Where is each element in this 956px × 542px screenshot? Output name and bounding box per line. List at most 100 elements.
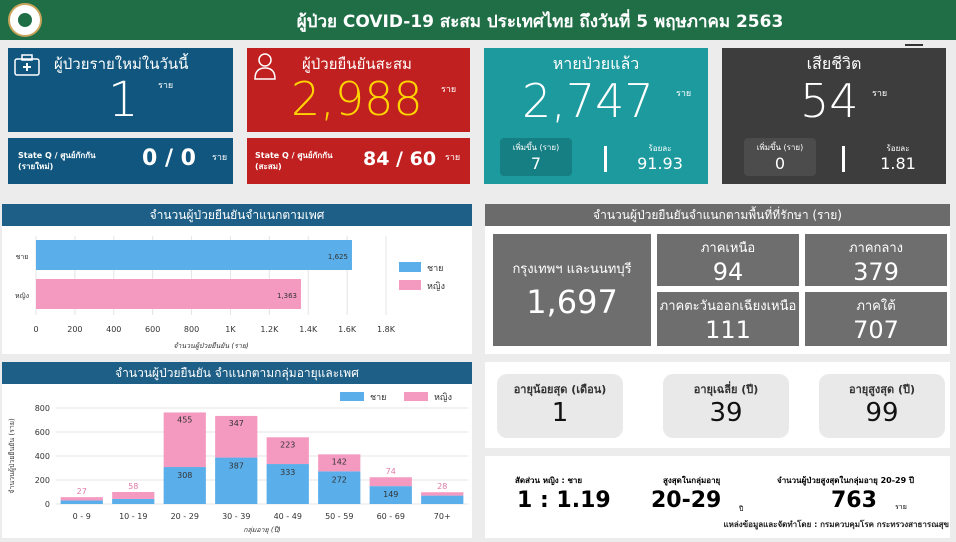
female-value-label: 27: [77, 487, 87, 496]
region-label: ภาคเหนือ: [700, 241, 756, 256]
deaths-increase-value: 0: [774, 154, 786, 173]
female-bar: [112, 492, 155, 499]
male-bar: [421, 495, 464, 504]
male-bar: [369, 486, 412, 504]
female-bar: [266, 437, 309, 465]
age-chart-panel: จำนวนผู้ป่วยยืนยัน จำแนกตามกลุ่มอายุและเ…: [2, 362, 472, 538]
x-tick-label: 20 - 29: [171, 512, 199, 521]
peak-age-value: 20-29: [651, 488, 722, 513]
legend-swatch: [399, 262, 421, 272]
unit-label: ราย: [212, 153, 228, 163]
age-mean-label: อายุเฉลี่ย (ปี): [693, 383, 759, 396]
x-tick-label: 1K: [225, 325, 236, 334]
deaths-increase-label: เพิ่มขึ้น (ราย): [756, 143, 804, 152]
region-value: 707: [853, 316, 899, 344]
age-max-label: อายุสูงสุด (ปี): [848, 383, 916, 396]
new-cases-card: ผู้ป่วยรายใหม่ในวันนี้ 1 ราย: [8, 48, 233, 132]
male-value-label: 149: [383, 490, 398, 499]
bar-value-label: 1,363: [277, 292, 297, 300]
cumulative-cases-value: 2,988: [291, 72, 423, 126]
age-mean-value: 39: [709, 398, 743, 428]
new-stateq-label: State Q / ศูนย์กักกัน (รายใหม่): [18, 151, 96, 171]
male-value-label: 272: [332, 475, 347, 484]
region-value: 94: [712, 258, 744, 286]
x-tick-label: 200: [67, 325, 82, 334]
y-tick-label: 600: [35, 428, 50, 437]
x-tick-label: 1.2K: [260, 325, 279, 334]
x-tick-label: 0: [33, 325, 38, 334]
female-bar: [60, 497, 103, 501]
deaths-pct-value: 1.81: [880, 154, 916, 173]
female-value-label: 28: [437, 482, 447, 491]
peak-count-label: จำนวนผู้ป่วยสูงสุดในกลุ่มอายุ 20-29 ปี: [777, 476, 915, 485]
male-bar: [163, 467, 206, 504]
male-value-label: 308: [177, 471, 192, 480]
legend-label: หญิง: [434, 392, 452, 403]
gender-bar: [36, 240, 352, 270]
divider: [604, 146, 607, 172]
region-tile-north: ภาคเหนือ 94: [657, 234, 799, 286]
menu-line-icon: [905, 44, 923, 46]
ratio-value: 1 : 1.19: [517, 488, 611, 513]
cumulative-stateq-label: State Q / ศูนย์กักกัน (สะสม): [255, 151, 333, 171]
x-tick-label: 1.6K: [338, 325, 357, 334]
recovered-increase-box: เพิ่มขึ้น (ราย) 7: [500, 138, 572, 176]
unit-label: ราย: [676, 89, 692, 99]
region-tile-south: ภาคใต้ 707: [805, 292, 947, 346]
region-label: ภาคกลาง: [848, 241, 904, 256]
x-axis-label: กลุ่มอายุ (ปี): [243, 526, 281, 534]
legend-label: ชาย: [427, 264, 443, 274]
region-value: 1,697: [526, 283, 618, 321]
header-bar: ผู้ป่วย COVID-19 สะสม ประเทศไทย ถึงวันที…: [0, 0, 956, 40]
female-bar: [318, 454, 361, 472]
y-category-label: ชาย: [16, 253, 29, 261]
female-value-label: 58: [128, 482, 138, 491]
deaths-label: เสียชีวิต: [806, 54, 862, 73]
unit-label: ราย: [872, 89, 888, 99]
x-tick-label: 50 - 59: [325, 512, 353, 521]
region-tile-bangkok: กรุงเทพฯ และนนทบุรี 1,697: [493, 234, 651, 346]
y-tick-label: 800: [35, 404, 50, 413]
cumulative-stateq-value: 84 / 60: [363, 148, 437, 170]
ratio-panel: สัดส่วน หญิง : ชาย 1 : 1.19 สูงสุดในกลุ่…: [485, 456, 950, 538]
deaths-pct-label: ร้อยละ: [886, 144, 910, 153]
peak-count-value: 763: [831, 488, 877, 513]
unit-label: ราย: [445, 153, 461, 163]
region-label: กรุงเทพฯ และนนทบุรี: [512, 262, 632, 277]
y-tick-label: 0: [45, 500, 50, 509]
recovered-card: หายป่วยแล้ว 2,747 ราย เพิ่มขึ้น (ราย) 7 …: [484, 48, 708, 184]
new-stateq-value: 0 / 0: [142, 146, 196, 171]
peak-age-label: สูงสุดในกลุ่มอายุ: [663, 476, 721, 485]
x-tick-label: 400: [106, 325, 121, 334]
unit-label: ราย: [158, 81, 174, 91]
unit-label: ราย: [441, 85, 457, 95]
bar-value-label: 1,625: [328, 253, 348, 261]
cumulative-cases-card: ผู้ป่วยยืนยันสะสม 2,988 ราย: [247, 48, 470, 132]
new-cases-value: 1: [108, 72, 139, 128]
region-tile-northeast: ภาคตะวันออกเฉียงเหนือ 111: [657, 292, 799, 346]
female-value-label: 74: [386, 467, 396, 476]
x-tick-label: 10 - 19: [119, 512, 147, 521]
recovered-increase-label: เพิ่มขึ้น (ราย): [512, 143, 560, 152]
y-tick-label: 200: [35, 476, 50, 485]
age-min-box: อายุน้อยสุด (เดือน) 1: [497, 374, 623, 438]
female-value-label: 347: [229, 419, 244, 428]
age-min-value: 1: [551, 398, 569, 428]
peak-age-unit: ปี: [739, 505, 744, 513]
age-stacked-bar-chart: 0 200 400 600 800 27 0 - 9 58 10 - 19 308 455 20 - …: [8, 392, 468, 534]
legend-swatch: [399, 280, 421, 290]
x-tick-label: 600: [145, 325, 160, 334]
age-chart-title: จำนวนผู้ป่วยยืนยัน จำแนกตามกลุ่มอายุและเ…: [2, 362, 472, 384]
female-bar: [163, 412, 206, 468]
male-bar: [318, 471, 361, 504]
x-tick-label: 60 - 69: [377, 512, 405, 521]
unit-label: ราย: [895, 503, 907, 511]
gender-bar-chart: 0 200 400 600 800 1K 1.2K 1.4K 1.6K 1.8K 1,625 ชาย 1…: [15, 236, 445, 350]
x-tick-label: 1.8K: [377, 325, 396, 334]
female-value-label: 142: [332, 457, 347, 466]
recovered-pct-value: 91.93: [637, 154, 683, 173]
y-axis-label: จำนวนผู้ป่วยยืนยัน (ราย): [8, 418, 16, 494]
male-bar: [215, 457, 258, 504]
legend-swatch: [404, 392, 428, 401]
legend-label: หญิง: [427, 281, 445, 292]
